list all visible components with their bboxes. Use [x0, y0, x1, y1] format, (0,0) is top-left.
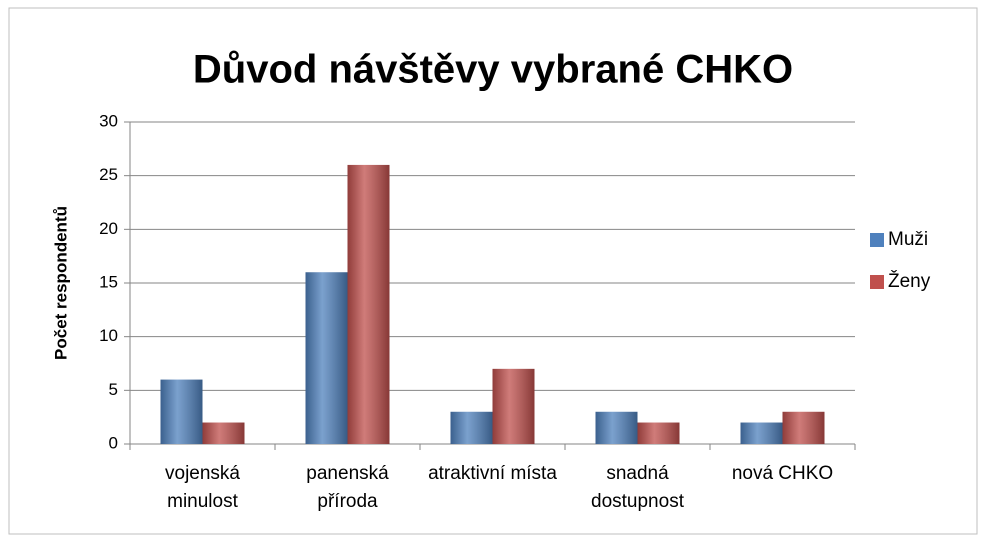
- y-tick-label: 25: [99, 165, 118, 184]
- x-tick-label: vojenská minulost: [165, 463, 240, 512]
- chart-title: Důvod návštěvy vybrané CHKO: [193, 48, 793, 92]
- y-tick-label: 0: [109, 433, 118, 452]
- x-tick-label: nová CHKO: [731, 463, 834, 484]
- bar-shade: [160, 379, 203, 444]
- x-tick-label: snadná dostupnost: [591, 463, 684, 512]
- y-tick-label: 20: [99, 219, 118, 238]
- y-tick-label: 30: [99, 111, 118, 130]
- legend-label: Ženy: [888, 270, 931, 292]
- legend-swatch: [870, 233, 884, 247]
- bar-shade: [492, 368, 535, 444]
- legend-swatch: [870, 275, 884, 289]
- legend-label: Muži: [888, 229, 928, 250]
- chart-frame: [8, 7, 978, 535]
- x-tick-label: panenská příroda: [306, 463, 389, 512]
- bar-shade: [782, 411, 825, 444]
- y-tick-label: 10: [99, 326, 118, 345]
- bar-shade: [450, 411, 493, 444]
- bar-shade: [637, 422, 680, 444]
- y-tick-label: 15: [99, 272, 118, 291]
- bar-shade: [740, 422, 783, 444]
- y-tick-label: 5: [109, 380, 118, 399]
- bar-shade: [595, 411, 638, 444]
- y-axis-label: Počet respondentů: [51, 206, 70, 360]
- bar-shade: [347, 164, 390, 444]
- bar-shade: [305, 272, 348, 444]
- x-tick-label: atraktivní místa: [428, 463, 557, 484]
- bar-shade: [202, 422, 245, 444]
